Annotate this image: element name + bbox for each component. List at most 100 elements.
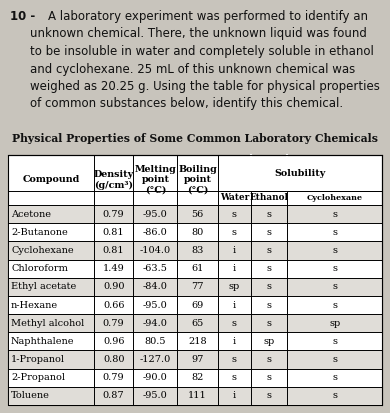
Text: and cyclohexane. 25 mL of this unknown chemical was: and cyclohexane. 25 mL of this unknown c…: [30, 62, 355, 76]
Text: to be insoluble in water and completely soluble in ethanol: to be insoluble in water and completely …: [30, 45, 374, 58]
Bar: [8, 205, 382, 223]
Text: 80: 80: [191, 228, 204, 237]
Text: s: s: [266, 282, 271, 291]
Text: s: s: [332, 264, 337, 273]
Text: 1-Propanol: 1-Propanol: [11, 355, 65, 364]
Text: i: i: [233, 301, 236, 309]
Text: 0.81: 0.81: [103, 246, 124, 255]
Text: 218: 218: [188, 337, 207, 346]
Text: s: s: [266, 209, 271, 218]
Text: 0.79: 0.79: [103, 319, 124, 328]
Text: s: s: [332, 228, 337, 237]
Text: -95.0: -95.0: [143, 209, 168, 218]
Text: -94.0: -94.0: [143, 319, 168, 328]
Text: Ethanol: Ethanol: [250, 194, 289, 202]
Bar: [8, 223, 382, 241]
Text: -95.0: -95.0: [143, 301, 168, 309]
Text: s: s: [332, 392, 337, 401]
Text: Solubility: Solubility: [274, 169, 326, 178]
Text: s: s: [332, 373, 337, 382]
Text: s: s: [266, 355, 271, 364]
Text: Acetone: Acetone: [11, 209, 51, 218]
Text: Water: Water: [220, 194, 249, 202]
Text: Compound: Compound: [22, 176, 80, 185]
Text: -95.0: -95.0: [143, 392, 168, 401]
Bar: [8, 387, 382, 405]
Text: 77: 77: [191, 282, 204, 291]
Text: s: s: [232, 373, 237, 382]
Text: s: s: [266, 392, 271, 401]
Text: s: s: [332, 282, 337, 291]
Bar: [8, 296, 382, 314]
Text: Toluene: Toluene: [11, 392, 50, 401]
Text: -63.5: -63.5: [143, 264, 168, 273]
Text: Melting
point
(°C): Melting point (°C): [135, 165, 176, 195]
Text: weighed as 20.25 g. Using the table for physical properties: weighed as 20.25 g. Using the table for …: [30, 80, 380, 93]
Text: 0.81: 0.81: [103, 228, 124, 237]
Text: i: i: [233, 337, 236, 346]
Text: s: s: [232, 355, 237, 364]
Text: s: s: [266, 246, 271, 255]
Text: -127.0: -127.0: [140, 355, 171, 364]
Text: 82: 82: [191, 373, 204, 382]
Text: Ethyl acetate: Ethyl acetate: [11, 282, 76, 291]
Text: s: s: [232, 319, 237, 328]
Text: of common substances below, identify this chemical.: of common substances below, identify thi…: [30, 97, 343, 111]
Text: Boiling
point
(°C): Boiling point (°C): [178, 165, 217, 195]
Text: Physical Properties of Some Common Laboratory Chemicals: Physical Properties of Some Common Labor…: [12, 133, 378, 144]
Text: 97: 97: [191, 355, 204, 364]
Text: s: s: [332, 355, 337, 364]
Text: Cyclohexane: Cyclohexane: [307, 194, 363, 202]
Text: 80.5: 80.5: [145, 337, 166, 346]
Text: 0.79: 0.79: [103, 373, 124, 382]
Text: 0.80: 0.80: [103, 355, 124, 364]
Text: Naphthalene: Naphthalene: [11, 337, 74, 346]
Text: -104.0: -104.0: [140, 246, 171, 255]
Text: s: s: [266, 264, 271, 273]
Text: i: i: [233, 246, 236, 255]
Text: s: s: [266, 228, 271, 237]
Text: s: s: [332, 301, 337, 309]
Text: sp: sp: [263, 337, 275, 346]
Bar: [8, 241, 382, 259]
Text: unknown chemical. There, the unknown liquid was found: unknown chemical. There, the unknown liq…: [30, 28, 367, 40]
Text: Chloroform: Chloroform: [11, 264, 68, 273]
Bar: [8, 259, 382, 278]
Text: 69: 69: [191, 301, 204, 309]
Text: i: i: [233, 264, 236, 273]
Text: 2-Propanol: 2-Propanol: [11, 373, 65, 382]
Text: 1.49: 1.49: [103, 264, 124, 273]
Text: 83: 83: [191, 246, 204, 255]
Text: Methyl alcohol: Methyl alcohol: [11, 319, 84, 328]
Bar: [8, 332, 382, 351]
Bar: [8, 155, 382, 405]
Text: 2-Butanone: 2-Butanone: [11, 228, 68, 237]
Text: s: s: [232, 228, 237, 237]
Text: Density
(g/cm³): Density (g/cm³): [94, 170, 134, 190]
Text: 0.96: 0.96: [103, 337, 124, 346]
Text: Cyclohexane: Cyclohexane: [11, 246, 74, 255]
Bar: [8, 351, 382, 369]
Bar: [8, 314, 382, 332]
Text: 61: 61: [191, 264, 204, 273]
Text: 0.79: 0.79: [103, 209, 124, 218]
Text: 56: 56: [191, 209, 204, 218]
Text: n-Hexane: n-Hexane: [11, 301, 58, 309]
Text: s: s: [266, 301, 271, 309]
Text: 0.90: 0.90: [103, 282, 124, 291]
Bar: [8, 369, 382, 387]
Text: s: s: [266, 319, 271, 328]
Text: s: s: [332, 337, 337, 346]
Bar: [8, 278, 382, 296]
Text: 0.66: 0.66: [103, 301, 124, 309]
Text: s: s: [332, 209, 337, 218]
Text: 65: 65: [191, 319, 204, 328]
Text: -90.0: -90.0: [143, 373, 168, 382]
Text: s: s: [266, 373, 271, 382]
Text: 111: 111: [188, 392, 207, 401]
Text: sp: sp: [329, 319, 340, 328]
Text: s: s: [332, 246, 337, 255]
Text: 0.87: 0.87: [103, 392, 124, 401]
Text: s: s: [232, 209, 237, 218]
Text: A laboratory experiment was performed to identify an: A laboratory experiment was performed to…: [48, 10, 368, 23]
